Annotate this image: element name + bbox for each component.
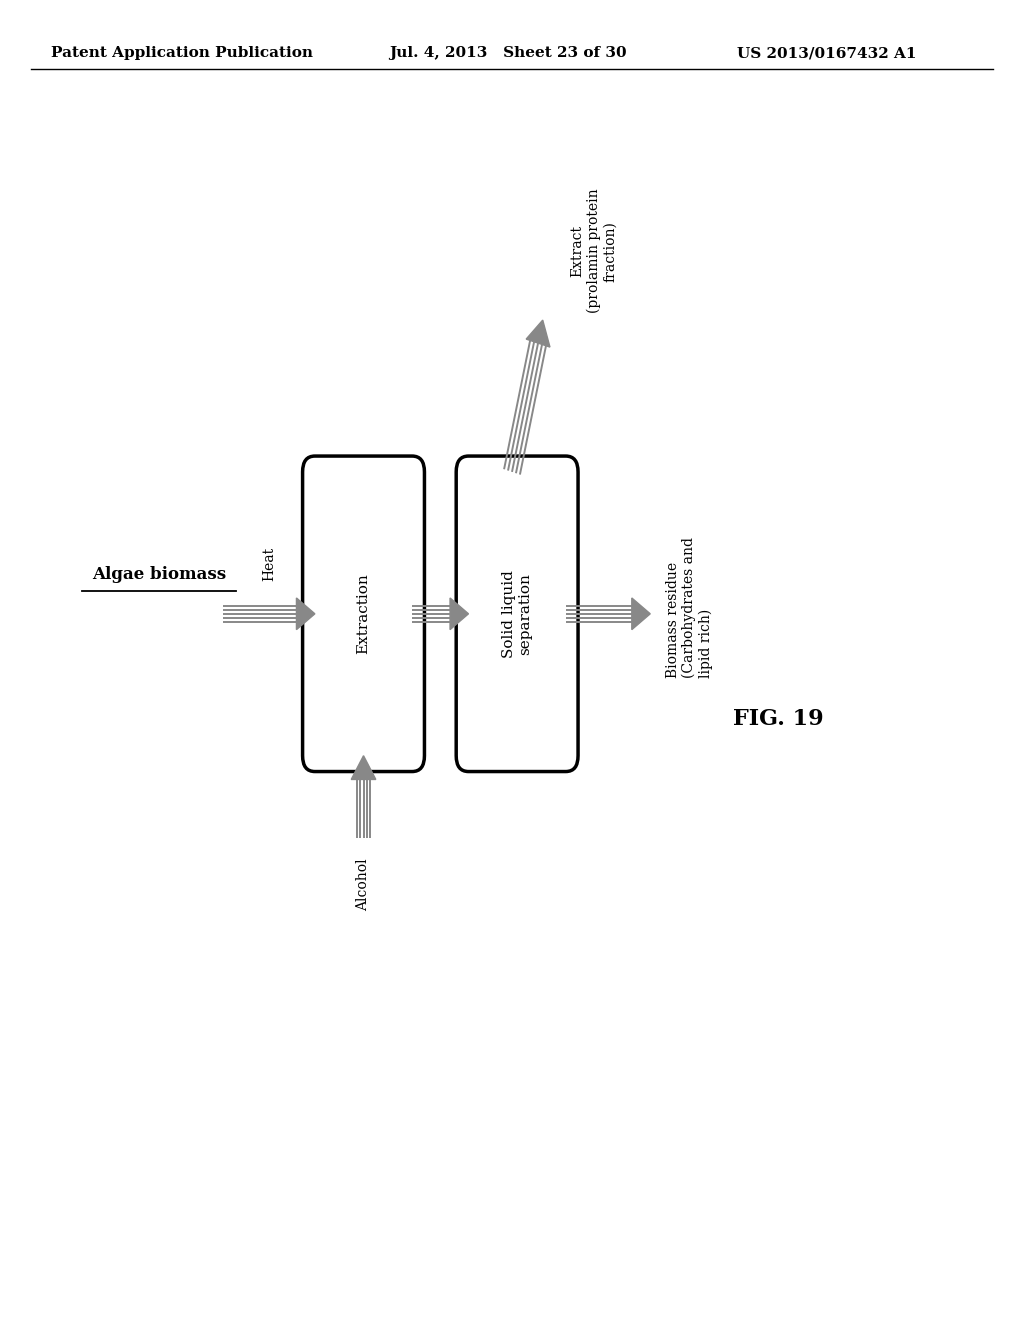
Text: Solid liquid
separation: Solid liquid separation xyxy=(502,570,532,657)
Polygon shape xyxy=(451,598,469,630)
Text: Jul. 4, 2013   Sheet 23 of 30: Jul. 4, 2013 Sheet 23 of 30 xyxy=(389,46,627,61)
Text: US 2013/0167432 A1: US 2013/0167432 A1 xyxy=(737,46,916,61)
Text: Algae biomass: Algae biomass xyxy=(92,566,225,582)
FancyBboxPatch shape xyxy=(457,455,578,771)
Point xyxy=(76,583,88,599)
Polygon shape xyxy=(297,598,315,630)
Point xyxy=(229,583,242,599)
Polygon shape xyxy=(351,755,376,779)
Polygon shape xyxy=(526,319,550,347)
Text: Patent Application Publication: Patent Application Publication xyxy=(51,46,313,61)
Text: Alcohol: Alcohol xyxy=(356,858,371,911)
Text: FIG. 19: FIG. 19 xyxy=(733,709,823,730)
Text: Extract
(prolamin protein
fraction): Extract (prolamin protein fraction) xyxy=(570,189,617,313)
Text: Heat: Heat xyxy=(262,546,276,581)
Text: Extraction: Extraction xyxy=(356,573,371,655)
Polygon shape xyxy=(632,598,650,630)
Text: Biomass residue
(Carbohydrates and
lipid rich): Biomass residue (Carbohydrates and lipid… xyxy=(666,537,713,677)
FancyBboxPatch shape xyxy=(303,455,424,771)
